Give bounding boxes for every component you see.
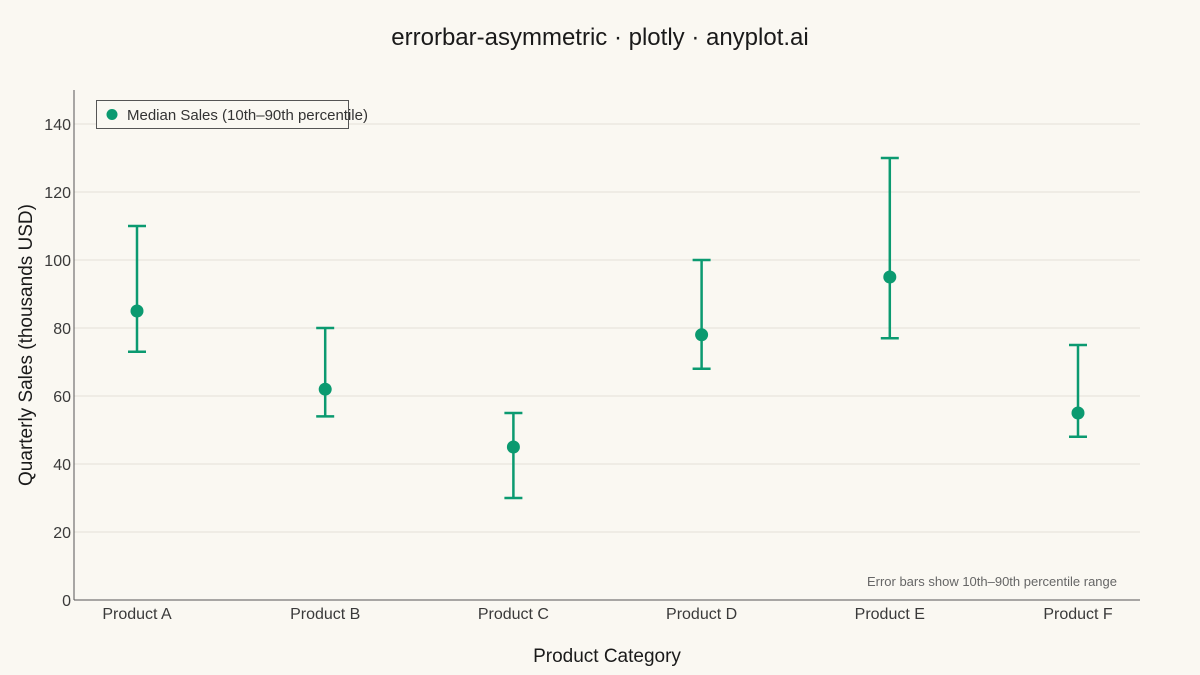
y-tick-label: 20 [53,525,71,542]
legend-label: Median Sales (10th–90th percentile) [127,107,368,124]
y-axis-title: Quarterly Sales (thousands USD) [16,204,37,486]
y-axis-ticks: 0 20 40 60 80 100 120 140 [44,117,71,610]
data-point-6[interactable] [1071,406,1085,420]
y-tick-label: 40 [53,457,71,474]
x-tick-label: Product F [1043,606,1113,623]
chart-title: errorbar-asymmetric · plotly · anyplot.a… [391,24,808,51]
data-point-4[interactable] [695,328,709,342]
y-tick-label: 120 [44,185,71,202]
data-point-1[interactable] [130,304,144,318]
x-axis-ticks: Product A Product B Product C Product D Prod… [102,606,1113,623]
x-tick-label: Product B [290,606,360,623]
legend: Median Sales (10th–90th percentile) [96,100,368,129]
y-tick-label: 0 [62,593,71,610]
x-tick-label: Product D [666,606,737,623]
y-tick-label: 140 [44,117,71,134]
x-tick-label: Product C [478,606,549,623]
data-points [130,270,1085,454]
x-axis-title: Product Category [533,646,681,667]
y-tick-label: 80 [53,321,71,338]
x-tick-label: Product E [855,606,925,623]
errorbar-annotation: Error bars show 10th–90th percentile ran… [867,574,1117,589]
y-tick-label: 100 [44,253,71,270]
data-point-3[interactable] [506,440,520,454]
legend-marker [106,109,118,120]
data-point-2[interactable] [318,382,332,396]
x-tick-label: Product A [102,606,172,623]
data-point-5[interactable] [883,270,897,284]
error-bars [128,156,1087,500]
legend-box [96,100,349,129]
y-tick-label: 60 [53,389,71,406]
grid-lines [74,123,1140,533]
